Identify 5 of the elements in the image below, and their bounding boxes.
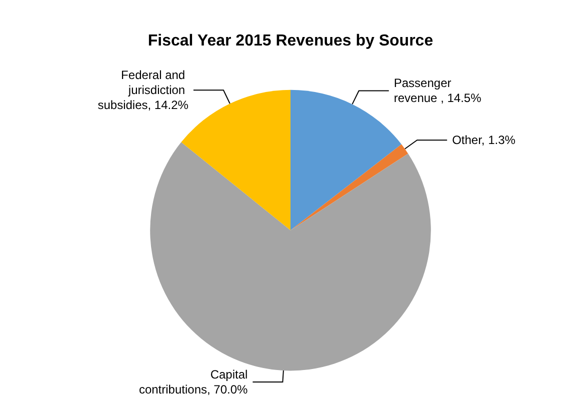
slice-label: Federal and jurisdiction subsidies, 14.2%	[98, 68, 189, 112]
slice-label: Capital contributions, 70.0%	[138, 368, 248, 396]
slice-label: Passenger revenue , 14.5%	[394, 76, 482, 106]
slice-label: Other, 1.3%	[452, 133, 516, 148]
chart-title: Fiscal Year 2015 Revenues by Source	[148, 32, 434, 50]
